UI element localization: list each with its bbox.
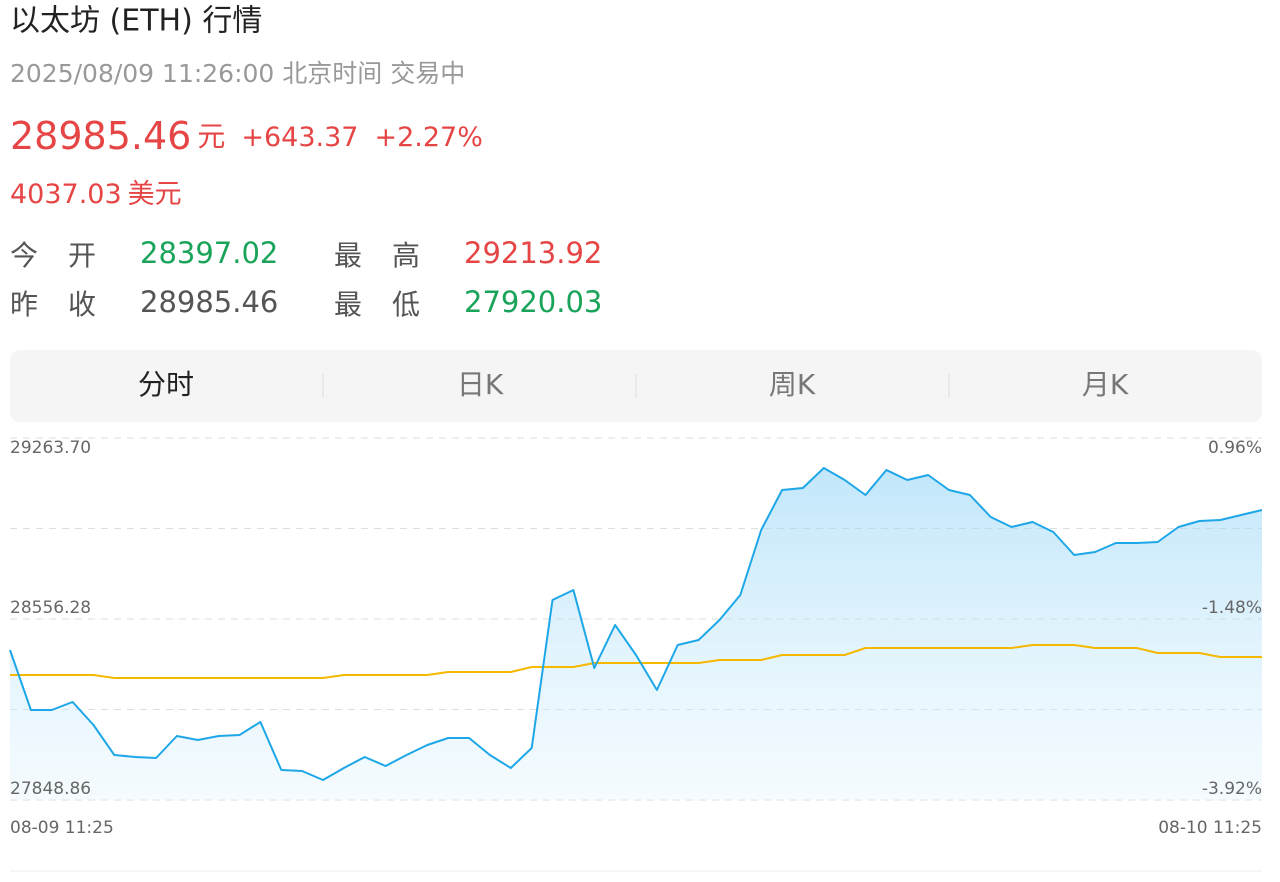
x-tick-label: 08-10 11:25 (1158, 818, 1262, 838)
stat-label: 最高 (334, 239, 450, 272)
price-unit: 元 (197, 120, 225, 153)
tab-active[interactable]: 分时 (138, 368, 194, 401)
tab[interactable]: 日K (457, 368, 504, 401)
usd-price: 4037.03 (10, 179, 122, 210)
tab[interactable]: 月K (1082, 368, 1129, 401)
y-tick-label: 29263.70 (10, 438, 91, 458)
timestamp: 2025/08/09 11:26:00 北京时间 交易中 (10, 59, 465, 88)
price: 28985.46 (10, 114, 191, 158)
change: +643.37 (241, 122, 358, 153)
stat-label: 今开 (10, 239, 126, 272)
usd-line: 4037.03 美元 (10, 179, 182, 210)
y-tick-label: 28556.28 (10, 598, 91, 618)
tab[interactable]: 周K (769, 368, 816, 401)
price-line (9, 467, 1263, 781)
price-line: 28985.46 元 +643.37 +2.27% (10, 114, 483, 158)
x-tick-label: 08-09 11:25 (10, 818, 114, 838)
price-area (10, 468, 1262, 800)
usd-unit: 美元 (128, 179, 182, 210)
stat-value: 27920.03 (464, 285, 602, 319)
page-title: 以太坊 (ETH) 行情 (10, 4, 262, 39)
stat-label: 昨收 (10, 288, 126, 321)
stat-value: 28397.02 (140, 236, 278, 270)
stat-value: 29213.92 (464, 236, 602, 270)
stat-value: 28985.46 (140, 285, 278, 319)
change-pct: +2.27% (374, 122, 482, 153)
y2-tick-label: -3.92% (1202, 779, 1262, 799)
chart: 29263.70 28556.28 27848.86 0.96% -1.48% -3.92… (9, 437, 1263, 838)
y2-tick-label: -1.48% (1202, 598, 1262, 618)
y2-tick-label: 0.96% (1208, 438, 1262, 458)
average-line (10, 644, 1262, 679)
stat-label: 最低 (334, 288, 450, 321)
y-tick-label: 27848.86 (10, 779, 91, 799)
